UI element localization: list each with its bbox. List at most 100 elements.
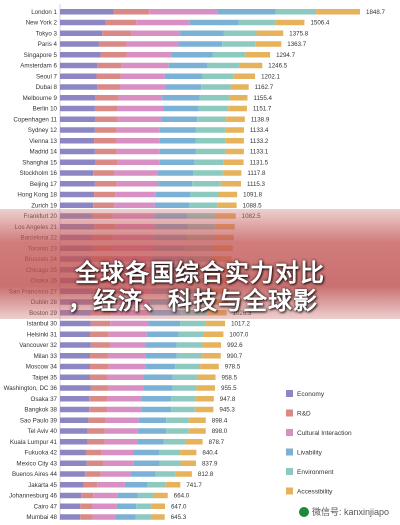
- bar-segment: [155, 471, 176, 477]
- bar-segment: [223, 30, 257, 36]
- bar-segment: [164, 73, 202, 79]
- total-value-label: 990.7: [227, 353, 243, 360]
- bar-segment: [60, 116, 96, 122]
- category-label: Tel Aviv 40: [28, 428, 58, 435]
- bar-segment: [93, 202, 115, 208]
- bar-segment: [217, 9, 276, 15]
- bar-segment: [60, 62, 98, 69]
- total-value-label: 1133.1: [250, 149, 269, 156]
- total-value-label: 1088.5: [243, 202, 262, 209]
- bar-segment: [60, 84, 98, 90]
- bar-segment: [60, 159, 96, 165]
- bar-segment: [136, 503, 152, 509]
- bar-segment: [60, 202, 94, 208]
- bar-segment: [138, 417, 167, 423]
- bar-segment: [94, 105, 118, 112]
- bar-segment: [176, 353, 203, 359]
- bar-segment: [101, 449, 134, 456]
- bar-segment: [60, 41, 99, 47]
- total-value-label: 992.6: [227, 342, 243, 349]
- bar-segment: [172, 385, 197, 391]
- bar-segment: [150, 514, 165, 520]
- bar-segment: [171, 396, 196, 402]
- bar-segment: [171, 406, 195, 413]
- bar-segment: [245, 52, 271, 58]
- headline-line-1: 全球各国综合实力对比: [75, 260, 325, 287]
- total-value-label: 1017.2: [231, 321, 250, 328]
- bar-segment: [159, 460, 181, 466]
- bar-segment: [316, 9, 360, 15]
- bar-segment: [195, 127, 226, 133]
- bar-segment: [238, 19, 276, 26]
- total-value-label: 837.9: [202, 460, 218, 467]
- bar-segment: [157, 170, 194, 176]
- bar-segment: [60, 492, 82, 499]
- bar-segment: [120, 84, 166, 90]
- bar-segment: [80, 503, 93, 509]
- banner-background: [0, 209, 400, 319]
- bar-segment: [80, 514, 93, 520]
- bar-segment: [148, 320, 181, 327]
- bar-segment: [117, 105, 164, 112]
- bar-segment: [230, 84, 249, 90]
- bar-segment: [189, 202, 218, 208]
- bar-segment: [153, 492, 168, 499]
- bar-segment: [137, 439, 164, 445]
- bar-segment: [275, 19, 305, 26]
- bar-segment: [60, 503, 81, 509]
- category-label: Vancouver 32: [19, 342, 57, 349]
- bar-segment: [92, 503, 117, 509]
- bar-segment: [94, 191, 116, 198]
- bar-segment: [146, 353, 177, 359]
- category-label: Cairo 47: [34, 503, 58, 510]
- bar-segment: [89, 406, 108, 413]
- category-label: Seoul 7: [36, 73, 58, 80]
- bar-segment: [275, 9, 317, 15]
- total-value-label: 1363.7: [287, 41, 306, 48]
- category-label: Zurich 19: [31, 202, 57, 209]
- bar-segment: [222, 41, 256, 47]
- bar-segment: [163, 105, 199, 112]
- bar-segment: [217, 202, 237, 208]
- bar-segment: [116, 127, 160, 133]
- category-label: Melbourne 9: [23, 95, 58, 102]
- bar-segment: [90, 363, 109, 370]
- category-label: Beijing 17: [30, 181, 58, 188]
- category-label: London 1: [31, 9, 57, 16]
- total-value-label: 1848.7: [366, 9, 385, 16]
- category-label: Jakarta 45: [28, 482, 57, 489]
- category-label: Madrid 14: [29, 149, 57, 156]
- bar-segment: [137, 492, 154, 499]
- legend-label: Accessibility: [297, 489, 333, 496]
- total-value-label: 947.8: [220, 396, 236, 403]
- total-value-label: 840.4: [202, 450, 218, 457]
- bar-segment: [94, 127, 117, 133]
- total-value-label: 1131.5: [250, 159, 269, 166]
- bar-segment: [90, 331, 109, 337]
- bar-segment: [229, 95, 248, 101]
- bar-segment: [60, 363, 91, 370]
- category-label: Dubai 8: [36, 84, 58, 91]
- bar-segment: [207, 62, 240, 69]
- bar-segment: [90, 374, 108, 380]
- bar-segment: [83, 482, 98, 488]
- total-value-label: 945.3: [219, 407, 235, 414]
- bar-segment: [60, 170, 94, 176]
- bar-segment: [135, 514, 151, 520]
- bar-segment: [60, 19, 106, 26]
- total-value-label: 1138.9: [251, 116, 270, 123]
- bar-segment: [200, 363, 219, 370]
- bar-segment: [151, 503, 165, 509]
- bar-segment: [60, 30, 103, 36]
- bar-segment: [105, 417, 139, 423]
- legend-swatch: [286, 448, 293, 456]
- bar-segment: [171, 52, 213, 58]
- bar-segment: [185, 439, 203, 445]
- category-label: Sao Paulo 39: [20, 417, 58, 424]
- total-value-label: 1506.4: [310, 20, 329, 27]
- category-label: Taipei 35: [32, 374, 57, 381]
- bar-segment: [176, 342, 203, 348]
- bar-segment: [87, 439, 105, 445]
- bar-segment: [141, 406, 172, 413]
- category-label: Amsterdam 6: [20, 63, 57, 70]
